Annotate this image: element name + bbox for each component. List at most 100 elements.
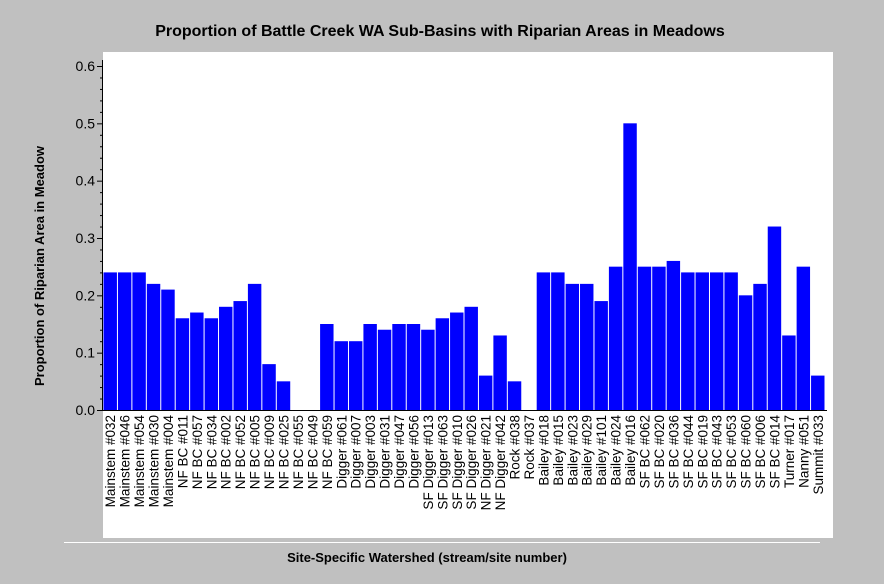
bar-5 (175, 318, 190, 410)
x-tick-label-45: SF BC #006 (753, 415, 768, 489)
bar-35 (608, 266, 623, 410)
x-tick-label-6: NF BC #057 (190, 415, 205, 489)
x-tick-label-21: Digger #056 (406, 415, 421, 489)
bar-40 (681, 272, 695, 410)
bar-4 (161, 289, 175, 410)
x-tick-label-13: NF BC #055 (291, 415, 306, 489)
x-tick-label-40: SF BC #044 (681, 415, 696, 489)
x-tick-label-4: Mainstem #004 (161, 415, 176, 508)
x-tick-label-5: NF BC #011 (175, 415, 190, 488)
y-axis-label: Proportion of Riparian Area in Meadow (32, 145, 47, 386)
x-tick-label-0: Mainstem #032 (103, 415, 118, 507)
x-tick-label-3: Mainstem #030 (147, 415, 162, 507)
x-tick-label-36: Bailey #016 (623, 415, 638, 486)
x-tick-label-24: SF Digger #010 (450, 415, 465, 510)
bar-16 (334, 341, 348, 410)
bar-18 (363, 324, 377, 410)
bar-11 (262, 364, 276, 410)
bar-1 (117, 272, 132, 410)
x-tick-label-9: NF BC #052 (233, 415, 248, 489)
x-tick-label-10: NF BC #005 (248, 415, 263, 489)
y-tick-label-4: 0.4 (76, 173, 96, 189)
x-tick-label-20: Digger #047 (392, 415, 407, 489)
x-tick-label-28: Rock #038 (508, 415, 523, 480)
x-tick-label-14: NF BC #049 (305, 415, 320, 489)
x-tick-label-29: Rock #037 (522, 415, 537, 480)
plot-frame-divider (64, 542, 820, 543)
y-tick-label-2: 0.2 (76, 287, 96, 303)
bar-8 (219, 306, 233, 410)
bar-24 (450, 312, 464, 410)
y-tick-label-0: 0.0 (76, 402, 96, 418)
bar-41 (695, 272, 709, 410)
bar-43 (724, 272, 738, 410)
bar-47 (782, 335, 796, 410)
bar-27 (493, 335, 507, 410)
x-tick-label-18: Digger #003 (363, 415, 378, 489)
bar-6 (190, 312, 204, 410)
x-tick-label-31: Bailey #015 (551, 415, 566, 486)
bar-2 (132, 272, 146, 410)
bar-44 (738, 295, 753, 410)
bar-33 (580, 283, 594, 410)
bar-49 (811, 375, 825, 410)
y-tick-label-5: 0.5 (76, 115, 96, 131)
bars-group (103, 123, 825, 410)
bar-46 (767, 226, 782, 410)
bar-32 (565, 283, 580, 410)
bar-3 (146, 283, 161, 410)
bar-48 (796, 266, 811, 410)
bar-42 (709, 272, 724, 410)
bar-34 (594, 301, 608, 410)
x-axis-label: Site-Specific Watershed (stream/site num… (287, 550, 567, 565)
bar-19 (377, 329, 392, 410)
x-tick-label-34: Bailey #101 (594, 415, 609, 486)
x-labels-group: Mainstem #032 Mainstem #046 Mainstem #054 M… (103, 415, 826, 511)
bar-28 (507, 381, 522, 410)
bar-23 (435, 318, 450, 410)
bar-26 (478, 375, 493, 410)
x-tick-label-39: SF BC #036 (666, 415, 681, 489)
bar-38 (652, 266, 666, 410)
x-tick-label-16: Digger #061 (334, 415, 349, 489)
bar-7 (204, 318, 219, 410)
x-tick-label-46: SF BC #014 (767, 415, 782, 489)
x-tick-label-17: Digger #007 (349, 415, 364, 489)
bar-0 (103, 272, 117, 410)
bar-21 (406, 324, 421, 410)
x-tick-label-27: NF Digger #042 (493, 415, 508, 510)
x-tick-label-49: Summit #033 (811, 415, 826, 495)
x-tick-label-1: Mainstem #046 (118, 415, 133, 507)
bar-45 (753, 283, 767, 410)
x-tick-label-26: NF Digger #021 (479, 415, 494, 510)
x-tick-label-44: SF BC #060 (739, 415, 754, 489)
x-tick-label-30: Bailey #018 (536, 415, 551, 486)
y-tick-label-3: 0.3 (76, 230, 96, 246)
bar-9 (233, 301, 247, 410)
bar-10 (247, 283, 262, 410)
bar-12 (276, 381, 291, 410)
bar-25 (464, 306, 478, 410)
bar-30 (536, 272, 551, 410)
bar-39 (666, 260, 681, 410)
x-tick-label-37: SF BC #062 (638, 415, 653, 489)
x-tick-label-43: SF BC #053 (724, 415, 739, 489)
x-tick-label-7: NF BC #034 (204, 415, 219, 490)
x-tick-label-35: Bailey #024 (609, 415, 624, 486)
x-tick-label-2: Mainstem #054 (132, 415, 147, 508)
x-tick-label-15: NF BC #059 (320, 415, 335, 489)
bar-17 (348, 341, 363, 410)
bar-31 (551, 272, 565, 410)
y-tick-label-1: 0.1 (76, 345, 96, 361)
x-tick-label-41: SF BC #019 (695, 415, 710, 489)
y-ticks-group: 0.0 0.1 0.2 0.3 0.4 0.5 0.6 (76, 58, 103, 418)
x-tick-label-38: SF BC #020 (652, 415, 667, 489)
bar-20 (392, 324, 406, 410)
bar-36 (623, 123, 637, 410)
x-tick-label-19: Digger #031 (378, 415, 393, 489)
axes-group (102, 60, 827, 411)
bar-22 (421, 329, 435, 410)
x-tick-label-47: Turner #017 (782, 415, 797, 488)
